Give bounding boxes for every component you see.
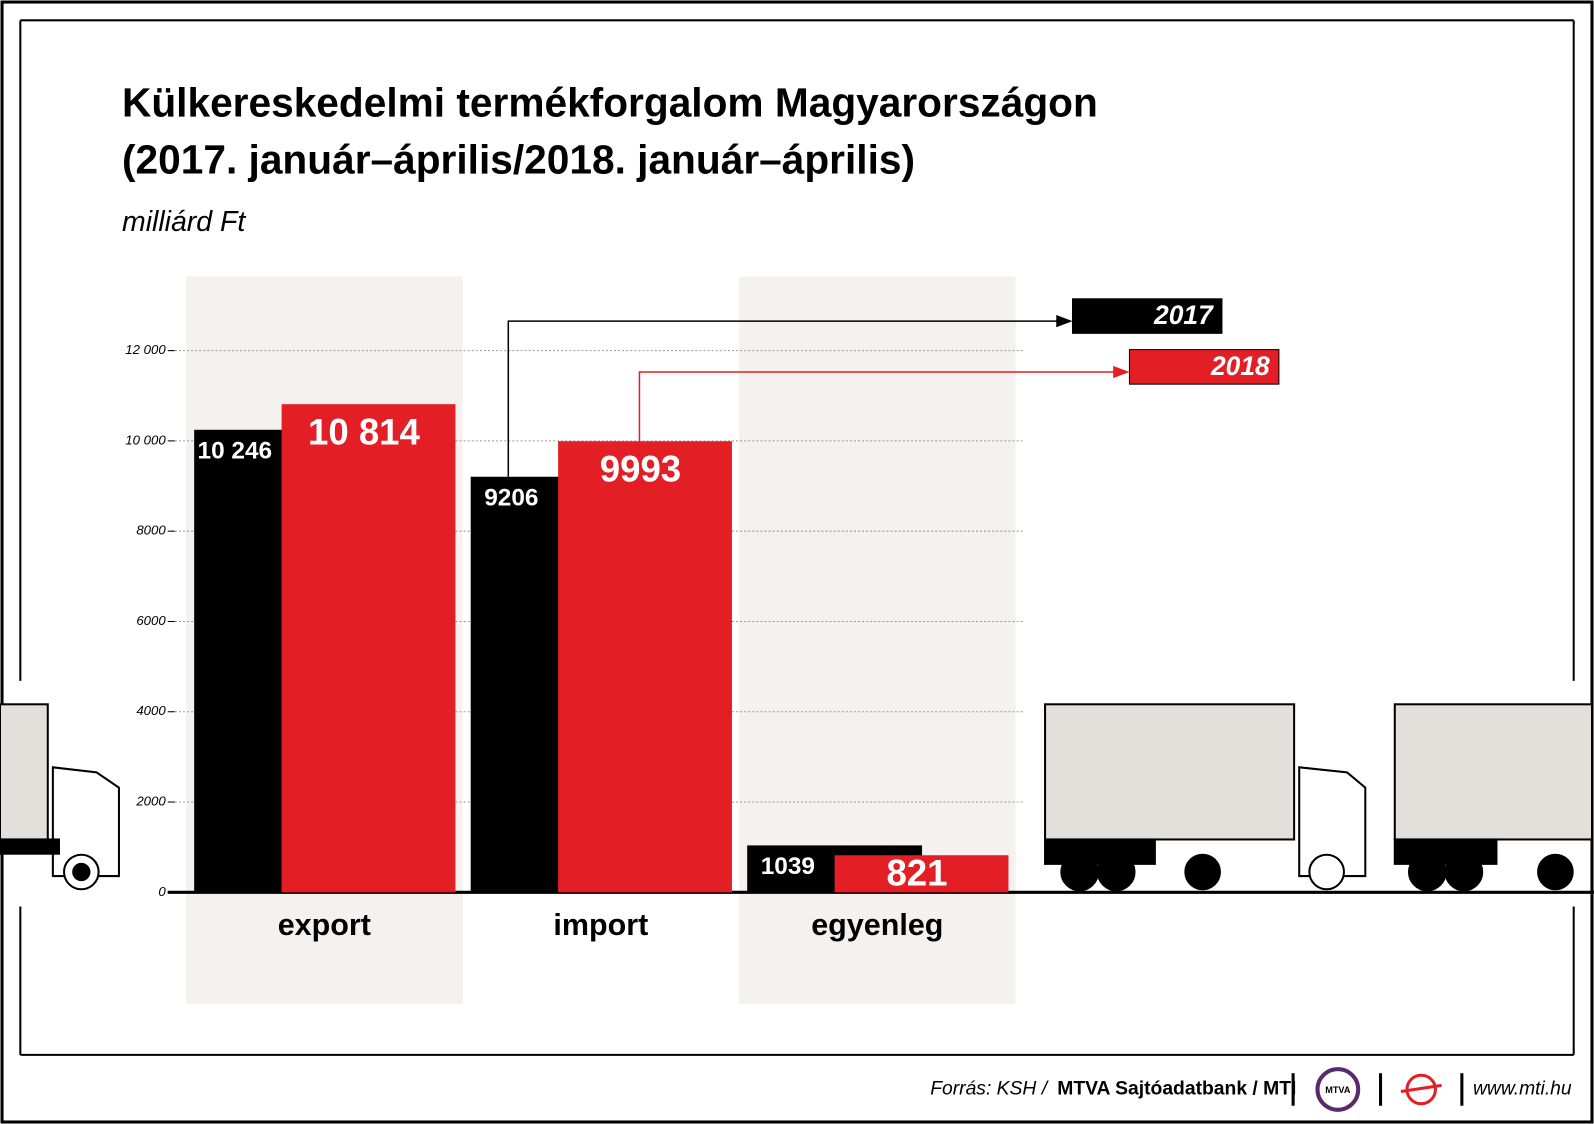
y-tick-label: 4000 — [136, 703, 166, 718]
bar — [281, 404, 456, 893]
value-label: 821 — [886, 852, 947, 893]
value-label: 9206 — [484, 485, 538, 512]
chart-title: Külkereskedelmi termékforgalom Magyarors… — [122, 79, 1098, 125]
logo-text: MTVA — [1325, 1085, 1351, 1095]
inner-frame — [19, 19, 1575, 1056]
trucks — [0, 703, 1594, 892]
source: Forrás: KSH / — [930, 1079, 1050, 1100]
legend-pointer — [638, 371, 1116, 442]
bar — [558, 441, 732, 893]
x-tick-label: import — [553, 908, 648, 942]
band — [739, 276, 1016, 1005]
value-label: 10 246 — [198, 438, 273, 465]
legend-label: 2017 — [1153, 300, 1214, 330]
legend-label: 2018 — [1210, 351, 1270, 381]
y-tick-label: 8000 — [136, 523, 166, 538]
website: www.mti.hu — [1473, 1079, 1572, 1100]
legend-arrowhead — [1113, 365, 1130, 379]
value-label: 9993 — [600, 448, 681, 489]
bar — [834, 855, 1009, 893]
y-tick-label: 12 000 — [125, 342, 166, 357]
y-tick-label: 2000 — [135, 794, 166, 809]
chart-subtitle: (2017. január–április/2018. január–ápril… — [122, 136, 915, 182]
x-tick-label: egyenleg — [811, 908, 943, 942]
publisher: MTVA Sajtóadatbank / MTI — [1057, 1079, 1296, 1100]
y-tick-label: 0 — [158, 884, 166, 899]
value-label: 10 814 — [308, 411, 421, 452]
x-tick-label: export — [278, 908, 371, 942]
legend-pointer — [507, 320, 1059, 477]
legend-box — [1072, 298, 1223, 334]
y-tick-label: 10 000 — [125, 432, 166, 447]
logo — [1400, 1083, 1442, 1094]
legend-box — [1128, 349, 1280, 385]
y-tick-label: 6000 — [136, 613, 166, 628]
legend-arrowhead — [1056, 315, 1073, 328]
value-label: 1039 — [761, 853, 815, 880]
logo — [1315, 1067, 1361, 1112]
unit-label: milliárd Ft — [122, 206, 246, 238]
